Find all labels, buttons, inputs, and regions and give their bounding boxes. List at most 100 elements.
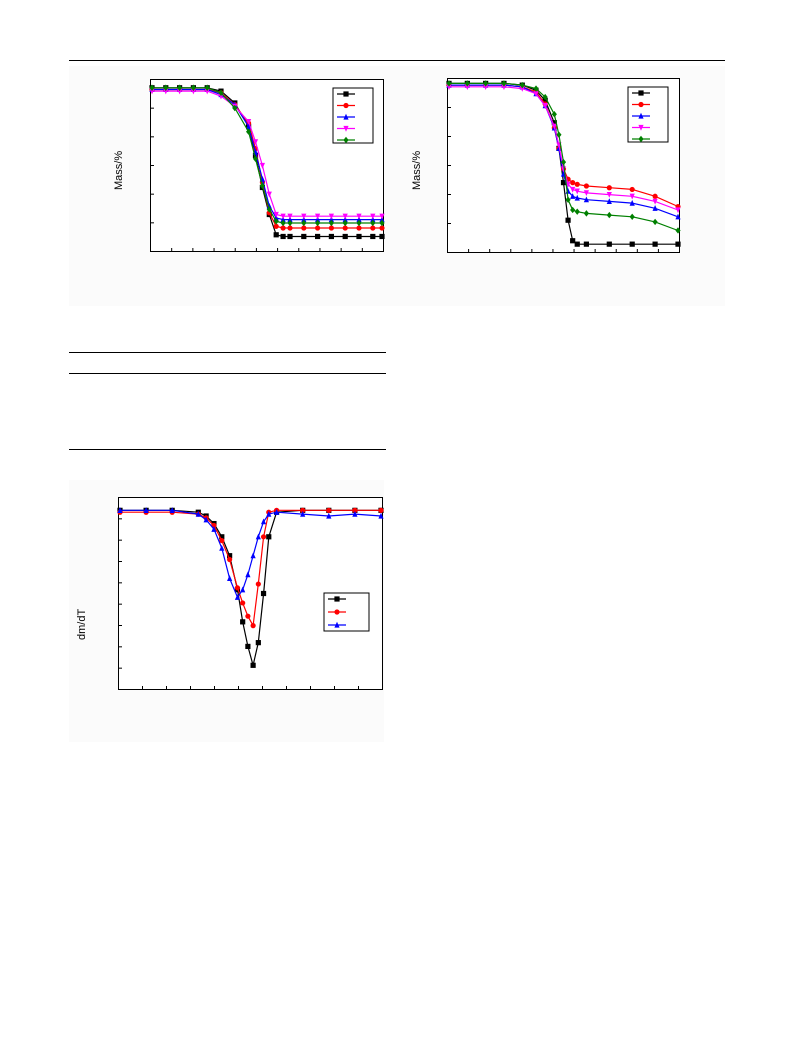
legend-box (332, 87, 374, 144)
data-point-s3 (211, 526, 217, 532)
data-point-s4 (280, 213, 286, 220)
data-point-s5 (565, 196, 571, 203)
data-point-s1 (542, 97, 548, 104)
data-point-s4 (342, 213, 348, 220)
data-point-s1 (574, 241, 580, 247)
data-point-s2 (606, 185, 612, 191)
data-point-s4 (560, 166, 567, 173)
data-point-s3 (240, 586, 246, 593)
data-point-s2 (342, 225, 348, 231)
data-point-s2 (378, 507, 384, 513)
table-header-rule (69, 373, 386, 374)
data-point-s4 (190, 88, 196, 95)
left-panel-ylabel: Mass/% (113, 150, 125, 190)
data-point-s2 (370, 225, 376, 231)
data-point-s2 (352, 507, 358, 513)
data-point-s4 (519, 85, 525, 92)
legend-marker-1 (638, 90, 644, 96)
data-point-s1 (266, 534, 272, 540)
data-point-s2 (219, 537, 225, 544)
data-point-s4 (551, 123, 557, 130)
data-point-s1 (250, 662, 256, 668)
data-point-s1 (570, 238, 576, 244)
data-point-s3 (203, 516, 209, 523)
right-tg-chart (446, 78, 681, 253)
data-point-s5 (379, 219, 385, 227)
legend-marker-5 (638, 135, 644, 143)
dtg-ylabel: dm/dT (76, 608, 88, 640)
data-point-s4 (177, 88, 183, 95)
data-point-s2 (326, 507, 332, 513)
data-point-s2 (250, 623, 256, 629)
data-point-s3 (274, 509, 280, 515)
legend-marker-1 (343, 91, 349, 97)
data-point-s4 (446, 84, 452, 91)
data-point-s3 (652, 205, 658, 211)
data-point-s4 (606, 191, 612, 198)
data-point-s5 (560, 158, 567, 166)
data-point-s5 (629, 213, 635, 220)
data-point-s1 (240, 619, 246, 625)
legend-marker-5 (343, 136, 349, 144)
data-point-s2 (328, 225, 334, 231)
data-point-s4 (204, 88, 210, 95)
data-point-s1 (260, 590, 267, 597)
data-point-s1 (356, 233, 362, 240)
data-point-s4 (328, 213, 334, 220)
data-point-s3 (260, 518, 267, 525)
data-point-s1 (606, 241, 612, 247)
data-point-s3 (675, 213, 681, 220)
table-bottom-rule (69, 449, 386, 450)
header-rule (69, 60, 725, 61)
dtg-chart (117, 497, 384, 690)
data-point-s5 (542, 93, 548, 101)
data-point-s5 (342, 219, 348, 227)
series-line-4 (449, 86, 679, 211)
data-point-s4 (542, 103, 548, 109)
data-point-s1 (219, 534, 225, 540)
data-point-s4 (574, 188, 580, 195)
data-point-s3 (195, 510, 201, 517)
data-point-s3 (143, 507, 149, 513)
data-point-s1 (328, 233, 334, 240)
data-point-s5 (273, 218, 279, 225)
data-point-s3 (378, 512, 384, 519)
data-point-s5 (519, 81, 525, 89)
data-point-s1 (629, 241, 635, 247)
data-point-s1 (245, 643, 251, 650)
data-point-s5 (446, 80, 452, 87)
data-point-s4 (379, 213, 385, 220)
data-point-s4 (301, 213, 307, 220)
data-point-s1 (652, 241, 658, 247)
data-point-s5 (370, 219, 376, 227)
data-point-s3 (570, 193, 576, 199)
legend-marker-3 (334, 621, 340, 628)
data-point-s4 (570, 186, 576, 193)
data-point-s1 (273, 232, 279, 238)
data-point-s5 (246, 128, 252, 135)
data-point-s5 (218, 89, 224, 97)
data-point-s5 (163, 84, 169, 91)
data-point-s3 (583, 196, 589, 203)
legend-marker-2 (334, 609, 340, 615)
data-point-s5 (551, 111, 557, 118)
data-point-s2 (240, 600, 246, 606)
data-point-s4 (501, 84, 507, 91)
data-point-s2 (227, 556, 233, 563)
data-point-s5 (464, 80, 470, 87)
data-point-s2 (379, 225, 385, 231)
data-point-s1 (287, 233, 293, 240)
data-point-s3 (246, 123, 252, 130)
data-point-s2 (574, 181, 580, 187)
series-line-3 (449, 84, 679, 218)
data-point-s4 (464, 84, 470, 91)
data-point-s4 (149, 88, 155, 95)
data-point-s5 (356, 219, 362, 227)
legend-marker-4 (343, 125, 349, 132)
data-point-s4 (356, 213, 362, 220)
data-point-s1 (565, 217, 571, 223)
left-tg-chart (149, 79, 385, 252)
data-point-s1 (583, 241, 589, 247)
data-point-s2 (583, 183, 589, 189)
data-point-s4 (287, 213, 293, 220)
